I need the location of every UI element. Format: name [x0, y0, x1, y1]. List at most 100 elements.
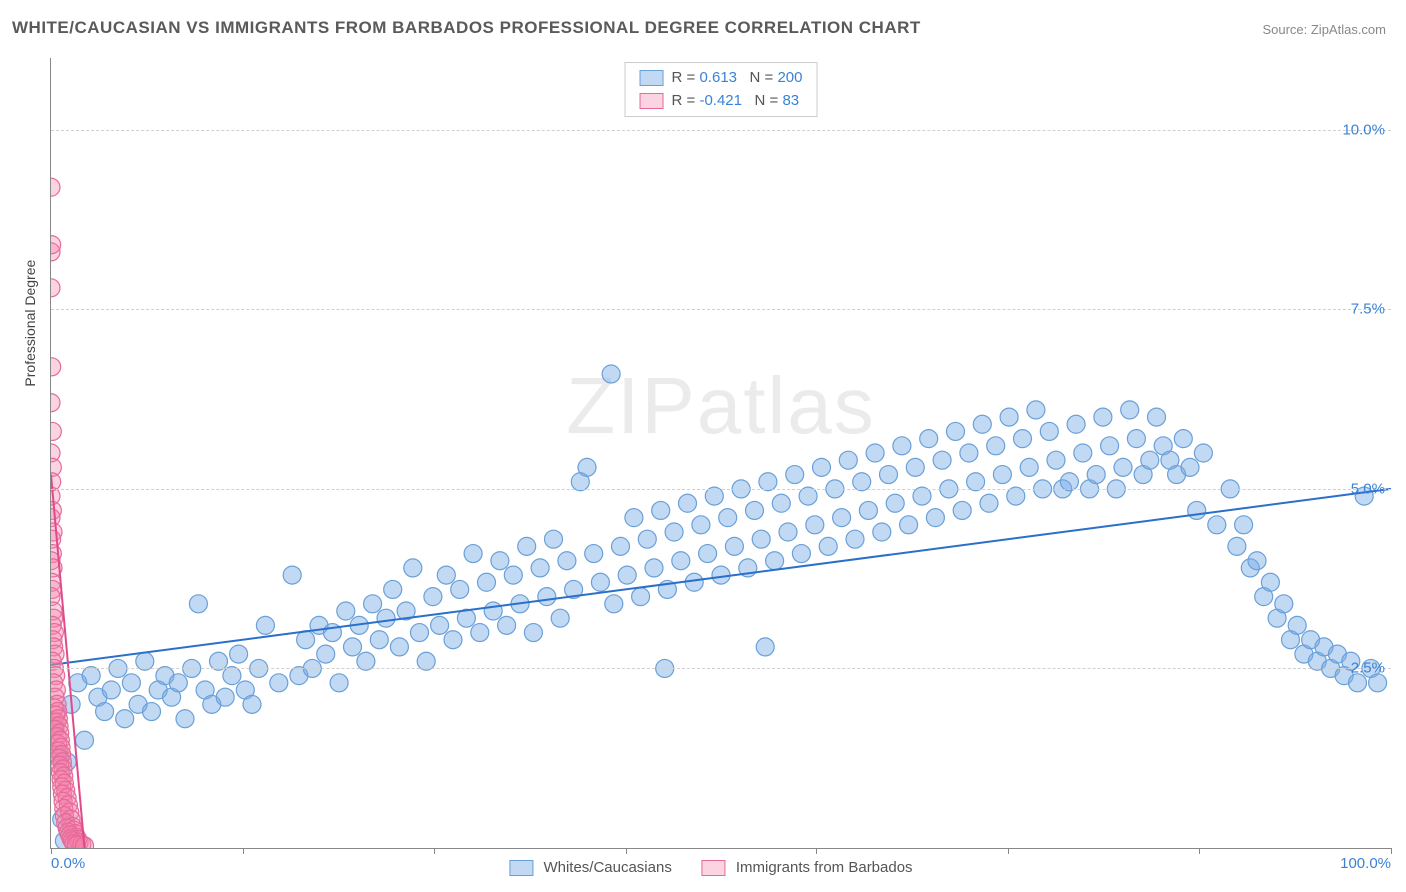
data-point [102, 681, 120, 699]
data-point [987, 437, 1005, 455]
x-tick [1391, 848, 1392, 854]
data-point [524, 624, 542, 642]
data-point [390, 638, 408, 656]
data-point [1148, 408, 1166, 426]
data-point [270, 674, 288, 692]
data-point [1275, 595, 1293, 613]
data-point [632, 588, 650, 606]
data-point [484, 602, 502, 620]
data-point [960, 444, 978, 462]
data-point [551, 609, 569, 627]
data-point [1040, 422, 1058, 440]
y-tick-label: 5.0% [1351, 480, 1385, 497]
data-point [1288, 616, 1306, 634]
data-point [699, 545, 717, 563]
legend-stats-box: R = 0.613 N = 200R = -0.421 N = 83 [625, 62, 818, 117]
data-point [189, 595, 207, 613]
data-point [1248, 552, 1266, 570]
data-point [1000, 408, 1018, 426]
data-point [993, 466, 1011, 484]
data-point [122, 674, 140, 692]
data-point [478, 573, 496, 591]
data-point [364, 595, 382, 613]
data-point [518, 537, 536, 555]
x-tick [626, 848, 627, 854]
data-point [1074, 444, 1092, 462]
data-point [1127, 430, 1145, 448]
data-point [1181, 458, 1199, 476]
data-point [404, 559, 422, 577]
data-point [498, 616, 516, 634]
data-point [1047, 451, 1065, 469]
data-point [1094, 408, 1112, 426]
data-point [926, 509, 944, 527]
data-point [873, 523, 891, 541]
legend-swatch [509, 860, 533, 876]
data-point [384, 580, 402, 598]
data-point [618, 566, 636, 584]
data-point [746, 501, 764, 519]
gridline [51, 668, 1391, 669]
data-point [1261, 573, 1279, 591]
data-point [451, 580, 469, 598]
data-point [679, 494, 697, 512]
data-point [1121, 401, 1139, 419]
data-point [772, 494, 790, 512]
data-point [612, 537, 630, 555]
data-point [906, 458, 924, 476]
legend-series-name: Whites/Caucasians [543, 859, 671, 876]
data-point [806, 516, 824, 534]
data-point [411, 624, 429, 642]
data-point [1174, 430, 1192, 448]
data-point [51, 394, 60, 412]
legend-swatch [702, 860, 726, 876]
legend-stat-text: R = 0.613 N = 200 [672, 67, 803, 90]
data-point [645, 559, 663, 577]
data-point [116, 710, 134, 728]
data-point [283, 566, 301, 584]
data-point [96, 703, 114, 721]
source-prefix: Source: [1262, 22, 1310, 37]
y-tick-label: 7.5% [1351, 301, 1385, 318]
data-point [143, 703, 161, 721]
data-point [605, 595, 623, 613]
x-axis-max-label: 100.0% [1340, 855, 1391, 872]
gridline [51, 309, 1391, 310]
x-tick [1199, 848, 1200, 854]
plot-area: ZIPatlas R = 0.613 N = 200R = -0.421 N =… [50, 58, 1391, 849]
data-point [1141, 451, 1159, 469]
data-point [933, 451, 951, 469]
data-point [756, 638, 774, 656]
data-point [176, 710, 194, 728]
x-axis-min-label: 0.0% [51, 855, 85, 872]
data-point [1114, 458, 1132, 476]
data-point [1101, 437, 1119, 455]
data-point [953, 501, 971, 519]
data-point [719, 509, 737, 527]
data-point [893, 437, 911, 455]
data-point [424, 588, 442, 606]
legend-swatch [640, 93, 664, 109]
legend-series-name: Immigrants from Barbados [736, 859, 913, 876]
data-point [464, 545, 482, 563]
data-point [779, 523, 797, 541]
data-point [471, 624, 489, 642]
data-point [652, 501, 670, 519]
chart-title: WHITE/CAUCASIAN VS IMMIGRANTS FROM BARBA… [12, 18, 921, 38]
x-tick [243, 848, 244, 854]
data-point [786, 466, 804, 484]
x-tick [816, 848, 817, 854]
data-point [444, 631, 462, 649]
data-point [1014, 430, 1032, 448]
data-point [216, 688, 234, 706]
data-point [900, 516, 918, 534]
data-point [819, 537, 837, 555]
data-point [625, 509, 643, 527]
data-point [947, 422, 965, 440]
y-axis-label: Professional Degree [22, 260, 38, 387]
y-tick-label: 2.5% [1351, 660, 1385, 677]
data-point [672, 552, 690, 570]
data-point [1067, 415, 1085, 433]
data-point [337, 602, 355, 620]
data-point [880, 466, 898, 484]
